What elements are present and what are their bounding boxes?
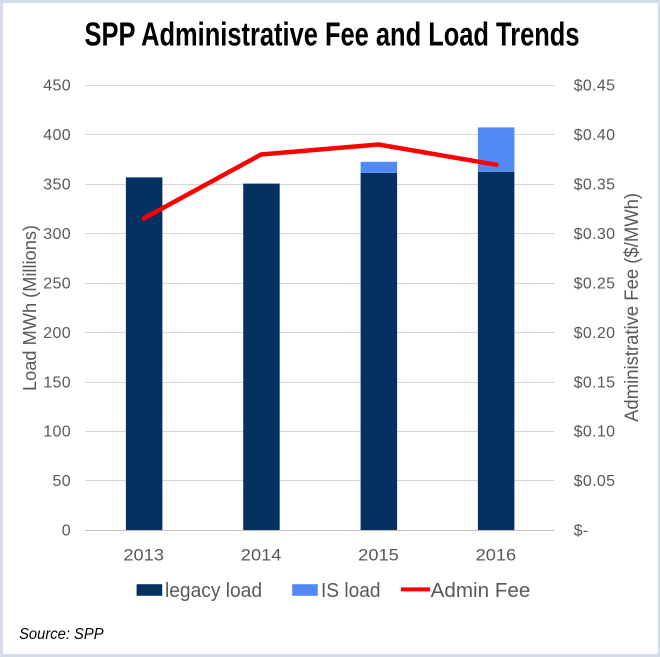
svg-text:0: 0 [62,523,71,540]
svg-text:$0.45: $0.45 [574,78,616,95]
svg-text:$0.20: $0.20 [574,325,616,342]
svg-text:2015: 2015 [358,545,399,564]
svg-text:300: 300 [43,226,71,243]
svg-text:$-: $- [574,523,589,540]
svg-text:350: 350 [43,176,71,193]
svg-text:SPP Administrative Fee and Loa: SPP Administrative Fee and Load Trends [85,16,580,53]
svg-text:150: 150 [43,374,71,391]
svg-text:$0.05: $0.05 [574,473,616,490]
svg-text:200: 200 [43,325,71,342]
svg-text:Administrative Fee ($/MWh): Administrative Fee ($/MWh) [622,193,643,422]
svg-text:$0.25: $0.25 [574,275,616,292]
svg-text:$0.15: $0.15 [574,374,616,391]
svg-text:2014: 2014 [241,545,282,564]
svg-text:Load MWh (Millions): Load MWh (Millions) [20,225,40,391]
svg-text:250: 250 [43,275,71,292]
svg-text:Admin Fee: Admin Fee [431,580,531,602]
svg-text:$0.30: $0.30 [574,226,616,243]
svg-text:$0.10: $0.10 [574,424,616,441]
svg-text:400: 400 [43,127,71,144]
svg-text:$0.40: $0.40 [574,127,616,144]
svg-text:100: 100 [43,424,71,441]
svg-text:2013: 2013 [123,545,164,564]
svg-text:legacy load: legacy load [165,580,262,602]
svg-text:IS load: IS load [321,580,381,602]
svg-text:450: 450 [43,78,71,95]
svg-text:50: 50 [53,473,72,490]
svg-text:2016: 2016 [476,545,517,564]
svg-text:$0.35: $0.35 [574,176,616,193]
svg-text:Source: SPP: Source: SPP [19,626,104,643]
